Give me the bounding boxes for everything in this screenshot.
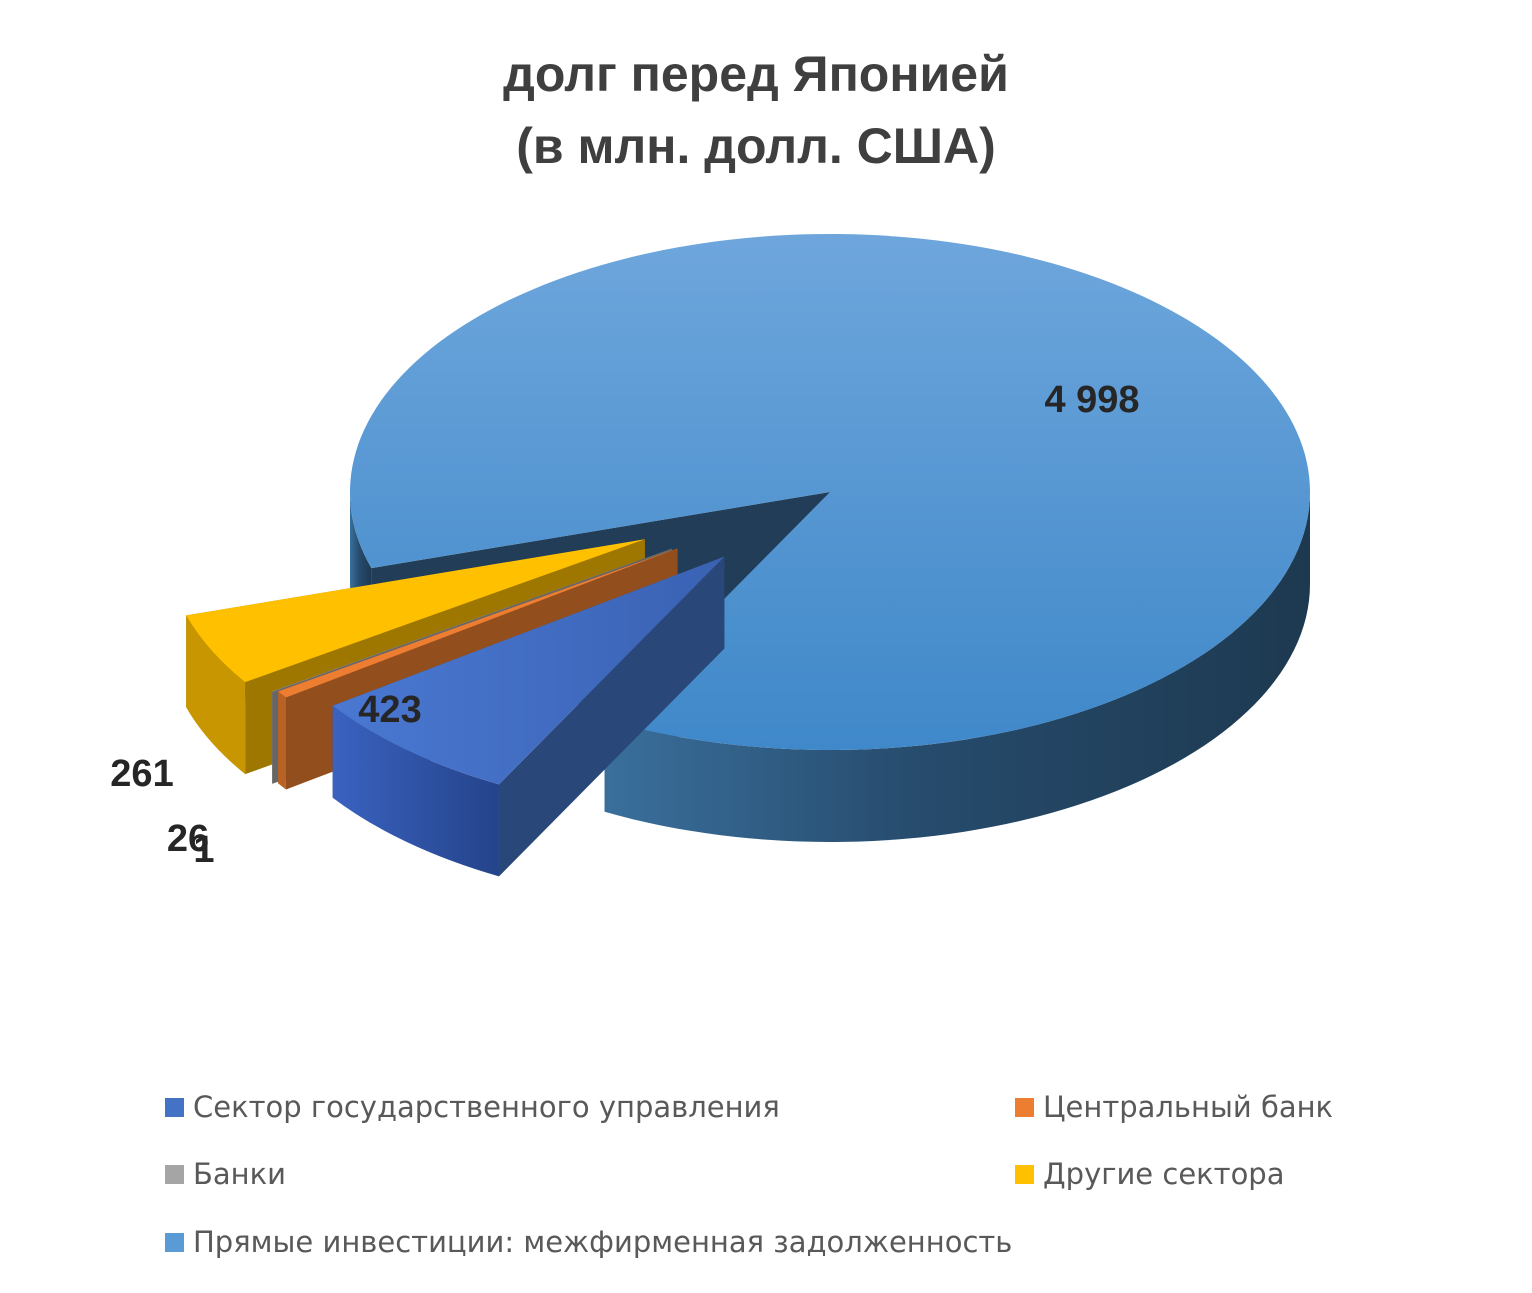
legend-label: Прямые инвестиции: межфирменная задолжен… bbox=[193, 1225, 1013, 1259]
data-label-2: 1 bbox=[193, 829, 214, 871]
legend-swatch bbox=[165, 1097, 184, 1117]
legend-label: Другие сектора bbox=[1043, 1157, 1285, 1191]
data-label-0: 423 bbox=[358, 689, 421, 731]
slice-top bbox=[272, 548, 672, 692]
legend-label: Банки bbox=[193, 1157, 286, 1191]
legend-item-1: Центральный банк bbox=[1015, 1090, 1333, 1124]
legend-item-3: Другие сектора bbox=[1015, 1157, 1285, 1191]
slice-rim bbox=[186, 615, 246, 775]
slice-top bbox=[278, 548, 678, 698]
legend-label: Центральный банк bbox=[1043, 1090, 1334, 1124]
slice-top bbox=[332, 556, 725, 785]
slice-cut-face bbox=[186, 539, 645, 708]
legend-swatch bbox=[1015, 1164, 1034, 1184]
slice-rim bbox=[604, 492, 1310, 842]
data-label-3: 261 bbox=[110, 753, 173, 795]
legend-item-0: Сектор государственного управления bbox=[165, 1090, 780, 1124]
chart-subtitle-line: (в млн. долл. США) bbox=[516, 118, 996, 174]
slice-top bbox=[186, 539, 645, 683]
pie-slice-0 bbox=[332, 556, 725, 877]
chart-title: долг перед Японией (в млн. долл. США) bbox=[0, 38, 1512, 182]
chart-title-line: долг перед Японией bbox=[503, 46, 1009, 102]
legend-item-2: Банки bbox=[165, 1157, 286, 1191]
legend-swatch bbox=[1015, 1097, 1034, 1117]
slice-rim bbox=[278, 691, 286, 790]
data-label-1: 26 bbox=[167, 818, 209, 860]
legend-label: Сектор государственного управления bbox=[193, 1090, 780, 1124]
legend-swatch bbox=[165, 1232, 184, 1252]
legend-swatch bbox=[165, 1164, 184, 1184]
slice-rim bbox=[332, 705, 499, 877]
data-label-4: 4 998 bbox=[1044, 379, 1139, 421]
slice-top bbox=[349, 233, 1310, 750]
legend-item-4: Прямые инвестиции: межфирменная задолжен… bbox=[165, 1225, 1012, 1259]
